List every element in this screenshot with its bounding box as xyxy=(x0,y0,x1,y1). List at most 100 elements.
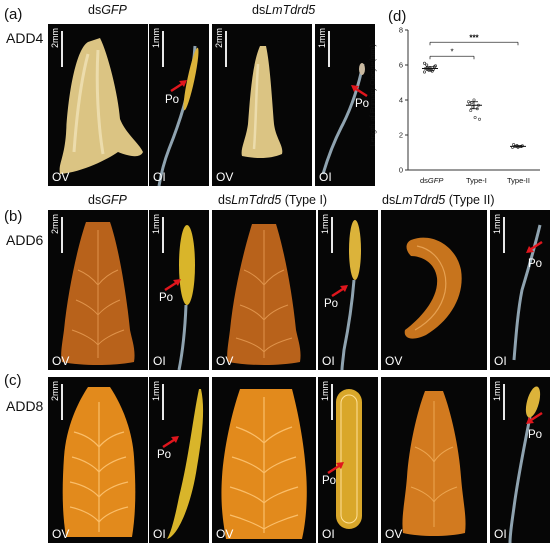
row-c-label: (c) xyxy=(4,372,22,389)
arrow-icon xyxy=(162,436,179,449)
po-label: Po xyxy=(324,298,339,310)
chart-panel-label: (d) xyxy=(388,8,407,25)
header-b-dsgfp: dsGFP xyxy=(88,193,127,207)
chart-d: (d) 0 2 4 6 8 *** * Length of Primary Oocyte(m… xyxy=(368,4,550,190)
ovary-image xyxy=(221,389,307,539)
panel-c-ovary-type1: OV xyxy=(212,377,316,543)
chart-sig-inner: * xyxy=(450,47,453,56)
scale-bar: 2mm xyxy=(50,214,65,254)
tag-oi: OI xyxy=(319,170,332,184)
ovary-image xyxy=(241,46,283,159)
tag-oi: OI xyxy=(153,170,166,184)
arrow-icon xyxy=(331,285,348,298)
panel-c-ovariole-dsgfp: 1mm Po OI xyxy=(149,377,209,543)
ovary-image xyxy=(59,38,143,174)
tag-oi: OI xyxy=(494,527,507,541)
chart-point xyxy=(422,61,426,65)
chart-point xyxy=(473,116,477,120)
scale-bar: 1mm xyxy=(317,28,332,68)
row-c-stage: ADD8 xyxy=(6,398,44,414)
panel-c-ovary-type2: OV xyxy=(381,377,487,543)
panel-b-ovariole-type1: 1mm Po OI xyxy=(318,210,378,370)
panel-a-ovariole-dslmtdrd5: 1mm Po OI xyxy=(315,24,375,186)
scale-bar: 1mm xyxy=(492,214,507,254)
tag-ov: OV xyxy=(385,527,403,541)
po-label: Po xyxy=(165,94,180,106)
row-a-stage: ADD4 xyxy=(6,30,44,46)
scale-bar: 2mm xyxy=(50,28,65,68)
arrow-icon xyxy=(526,240,543,253)
panel-b-ovariole-dsgfp: 1mm Po OI xyxy=(149,210,209,370)
header-a-dslmtdrd5: dsLmTdrd5 xyxy=(252,3,316,17)
chart-ytick-label: 0 xyxy=(399,166,403,175)
tag-oi: OI xyxy=(322,354,335,368)
scale-bar: 1mm xyxy=(151,28,166,68)
chart-point xyxy=(422,70,426,74)
panel-b-ovary-dsgfp: 2mm OV xyxy=(48,210,148,370)
scale-bar: 2mm xyxy=(214,28,229,68)
chart-sig-outer: *** xyxy=(469,33,479,42)
chart-ytick-label: 6 xyxy=(399,61,403,70)
scale-bar: 1mm xyxy=(320,381,335,421)
arrow-icon xyxy=(351,85,368,98)
scale-bar: 1mm xyxy=(151,214,166,254)
ovariole-image xyxy=(508,386,541,543)
tag-oi: OI xyxy=(494,354,507,368)
ovariole-image xyxy=(157,45,199,186)
po-label: Po xyxy=(159,292,174,304)
chart-xtick-type2: Type-II xyxy=(507,176,530,185)
panel-b-ovary-type2: OV xyxy=(381,210,487,370)
po-label: Po xyxy=(528,429,543,441)
panel-c-ovariole-type1: 1mm Po OI xyxy=(318,377,378,543)
header-b-type2: dsLmTdrd5 (Type II) xyxy=(382,193,495,207)
ovariole-image xyxy=(336,389,362,529)
chart-point xyxy=(434,64,438,68)
scale-bar: 1mm xyxy=(492,381,507,421)
panel-a-ovariole-dsgfp: 1mm Po OI xyxy=(149,24,209,186)
tag-ov: OV xyxy=(216,354,234,368)
po-label: Po xyxy=(528,258,543,270)
chart-point xyxy=(472,98,476,102)
ovary-image xyxy=(404,237,462,339)
ovariole-image xyxy=(340,220,361,370)
panel-c-ovary-dsgfp: 2mm OV xyxy=(48,377,148,543)
header-b-type1: dsLmTdrd5 (Type I) xyxy=(218,193,328,207)
tag-ov: OV xyxy=(52,527,70,541)
panel-c-ovariole-type2: 1mm Po OI xyxy=(490,377,550,543)
panel-a-ovary-dsgfp: 2mm OV xyxy=(48,24,148,186)
row-b-stage: ADD6 xyxy=(6,232,44,248)
tag-oi: OI xyxy=(153,354,166,368)
chart-point xyxy=(478,117,482,121)
ovary-image xyxy=(227,224,301,365)
tag-ov: OV xyxy=(52,354,70,368)
arrow-icon xyxy=(526,411,543,424)
chart-ytick-label: 2 xyxy=(399,131,403,140)
arrow-icon xyxy=(327,462,344,475)
scale-bar: 1mm xyxy=(151,381,166,421)
ovariole-image xyxy=(177,225,195,370)
scale-bar: 1mm xyxy=(320,214,335,254)
chart-ylabel: Length of Primary Oocyte(mm) xyxy=(368,44,377,147)
panel-b-ovary-type1: OV xyxy=(212,210,316,370)
chart-point xyxy=(512,143,516,147)
chart-xtick-type1: Type-I xyxy=(466,176,487,185)
po-label: Po xyxy=(157,449,172,461)
tag-ov: OV xyxy=(216,527,234,541)
row-a-label: (a) xyxy=(4,6,23,23)
ovariole-image xyxy=(321,63,365,175)
tag-oi: OI xyxy=(322,527,335,541)
header-a-dsgfp: dsGFP xyxy=(88,3,127,17)
ovary-image xyxy=(62,387,136,537)
ovary-image xyxy=(402,391,466,536)
panel-a-ovary-dslmtdrd5: 2mm OV xyxy=(212,24,312,186)
chart-xtick-dsgfp: dsGFP xyxy=(420,176,444,185)
chart-ytick-label: 4 xyxy=(399,96,403,105)
ovary-image xyxy=(61,222,135,365)
po-label: Po xyxy=(355,98,370,110)
row-b-label: (b) xyxy=(4,208,23,225)
scale-bar: 2mm xyxy=(50,381,65,421)
chart-point xyxy=(425,63,429,67)
panel-b-ovariole-type2: 1mm Po OI xyxy=(490,210,550,370)
tag-oi: OI xyxy=(153,527,166,541)
